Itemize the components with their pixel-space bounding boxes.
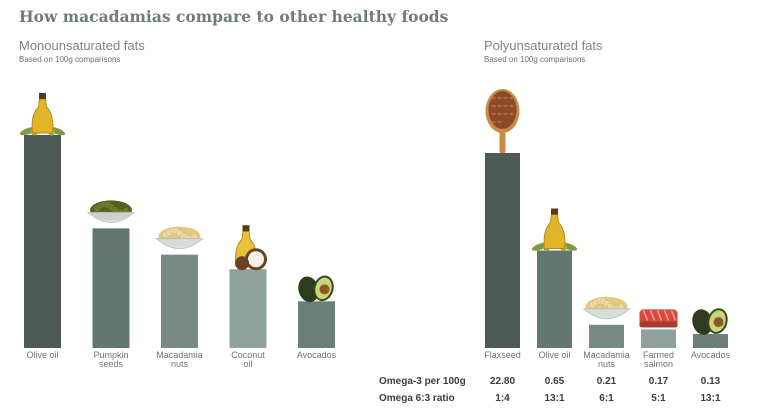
poly-chart-subtitle: Based on 100g comparisons <box>484 55 586 64</box>
category-label-poly-1: Olive oil <box>538 350 570 360</box>
category-label-mono-0: Olive oil <box>26 350 58 360</box>
omega-value-1-0: 1:4 <box>495 393 510 404</box>
category-label-mono-1-line2: seeds <box>99 359 124 369</box>
flaxseed-spoon-icon <box>485 89 520 153</box>
omega-value-0-3: 0.17 <box>649 376 669 387</box>
category-label-poly-3-line2: salmon <box>644 359 673 369</box>
omega-row-label-0: Omega-3 per 100g <box>379 376 466 387</box>
omega-table: Omega-3 per 100g 22.80 0.65 0.21 0.17 0.13 Ome… <box>379 376 721 404</box>
omega-value-1-4: 13:1 <box>700 393 720 404</box>
omega-value-0-4: 0.13 <box>701 376 721 387</box>
category-label-poly-4: Avocados <box>691 350 731 360</box>
salmon-fillet-icon <box>639 309 678 328</box>
bar-mono-3 <box>229 269 267 348</box>
category-label-mono-2: Macadamia <box>156 350 203 360</box>
category-label-mono-4: Avocados <box>297 350 337 360</box>
omega-row-label-1: Omega 6:3 ratio <box>379 393 455 404</box>
olive-oil-bottle-icon <box>531 208 578 251</box>
category-label-poly-2: Macadamia <box>583 350 630 360</box>
page-title: How macadamias compare to other healthy … <box>19 7 449 26</box>
omega-value-0-2: 0.21 <box>597 376 617 387</box>
poly-chart-title: Polyunsaturated fats <box>484 38 603 53</box>
mono-chart-title: Monounsaturated fats <box>19 38 145 53</box>
bar-poly-1 <box>537 250 572 348</box>
omega-value-1-1: 13:1 <box>544 393 564 404</box>
mono-chart-subtitle: Based on 100g comparisons <box>19 55 121 64</box>
category-label-poly-3: Farmed <box>643 350 674 360</box>
bar-poly-0 <box>485 153 520 348</box>
omega-value-1-3: 5:1 <box>651 393 666 404</box>
bar-poly-3 <box>641 329 676 348</box>
avocado-icon <box>692 308 728 335</box>
bar-mono-0 <box>24 135 61 348</box>
bar-mono-4 <box>298 301 335 348</box>
omega-value-0-0: 22.80 <box>490 376 515 387</box>
omega-value-0-1: 0.65 <box>545 376 565 387</box>
category-label-mono-3-line2: oil <box>243 359 252 369</box>
omega-value-1-2: 6:1 <box>599 393 614 404</box>
avocado-icon <box>298 275 334 303</box>
category-label-poly-2-line2: nuts <box>598 359 616 369</box>
coconut-oil-icon <box>235 225 267 271</box>
category-label-mono-1: Pumpkin <box>93 350 128 360</box>
pumpkin-seeds-bowl-icon <box>86 200 136 223</box>
bar-poly-2 <box>589 324 624 348</box>
bar-mono-1 <box>92 228 130 348</box>
macadamia-nuts-bowl-icon <box>155 226 204 250</box>
olive-oil-bottle-icon <box>19 93 66 136</box>
category-label-mono-3: Coconut <box>231 350 265 360</box>
bar-mono-2 <box>161 254 198 348</box>
bar-poly-4 <box>693 334 728 348</box>
macadamia-nuts-bowl-icon <box>582 296 631 320</box>
category-label-poly-0: Flaxseed <box>484 350 521 360</box>
category-label-mono-2-line2: nuts <box>171 359 189 369</box>
